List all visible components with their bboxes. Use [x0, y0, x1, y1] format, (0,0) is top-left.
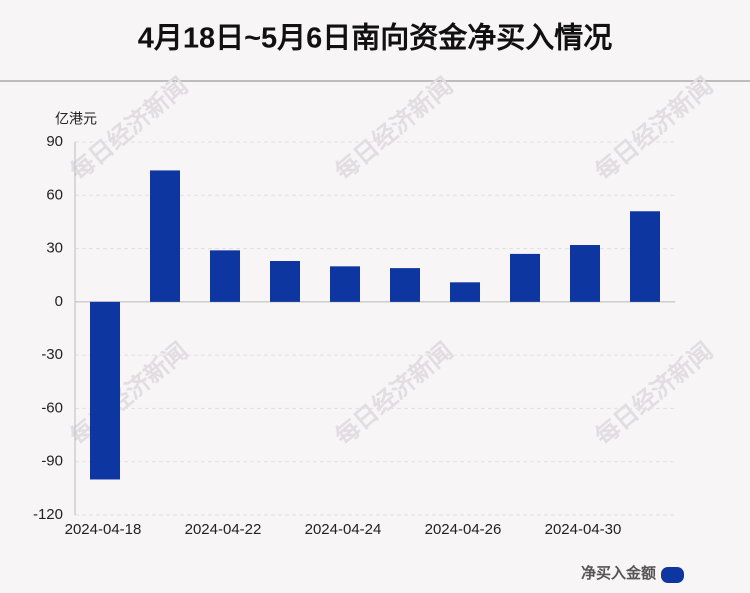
- bar: [390, 268, 420, 302]
- chart-title: 4月18日~5月6日南向资金净买入情况: [138, 21, 613, 55]
- bar: [270, 261, 300, 302]
- x-tick-label: 2024-04-24: [305, 521, 382, 538]
- y-tick-label: -30: [41, 346, 63, 363]
- bar: [210, 250, 240, 302]
- x-tick-label: 2024-04-26: [425, 521, 502, 538]
- x-tick-label: 2024-04-30: [545, 521, 622, 538]
- bar: [150, 170, 180, 302]
- y-tick-label: 0: [55, 293, 63, 310]
- bar: [630, 211, 660, 302]
- y-tick-label: 30: [46, 240, 63, 257]
- bar: [570, 245, 600, 302]
- y-axis-label: 亿港元: [55, 111, 97, 127]
- y-tick-label: 60: [46, 186, 63, 203]
- bar: [330, 266, 360, 302]
- y-tick-label: -90: [41, 453, 63, 470]
- legend-swatch: [661, 567, 684, 583]
- x-tick-label: 2024-04-22: [185, 521, 262, 538]
- legend-label: 净买入金额: [581, 564, 656, 582]
- bar: [510, 253, 540, 302]
- x-tick-label: 2024-04-18: [65, 521, 142, 538]
- bar: [450, 282, 480, 302]
- y-tick-label: 90: [46, 133, 63, 150]
- bar: [90, 301, 120, 480]
- y-tick-label: -60: [41, 399, 63, 416]
- y-tick-label: -120: [33, 506, 63, 523]
